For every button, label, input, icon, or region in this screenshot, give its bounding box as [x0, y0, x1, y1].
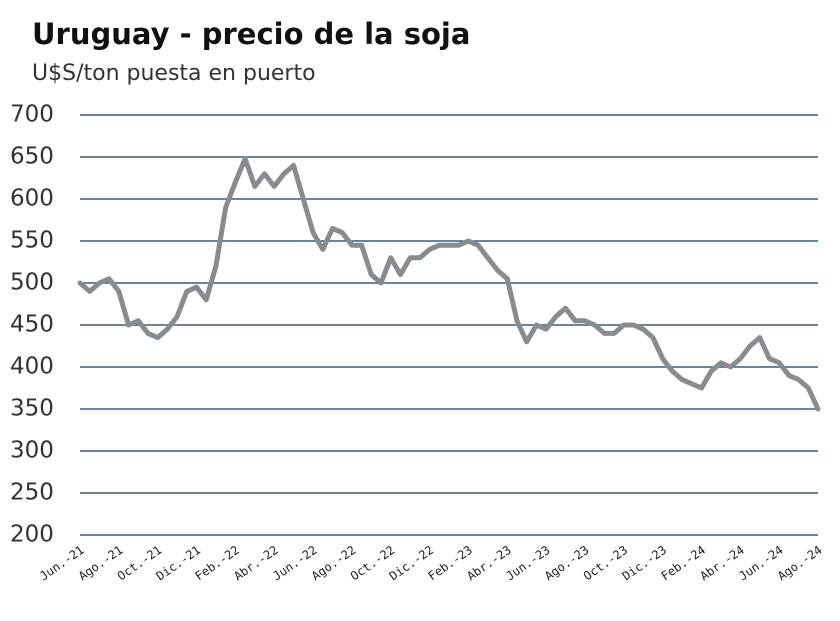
- y-tick-label: 600: [10, 186, 54, 212]
- y-tick-label: 700: [10, 102, 54, 128]
- data-line: [77, 156, 821, 412]
- y-tick-label: 650: [10, 144, 54, 170]
- y-tick-label: 300: [10, 438, 54, 464]
- y-tick-label: 450: [10, 312, 54, 338]
- y-tick-label: 550: [10, 228, 54, 254]
- x-tick-label: Ago.-24: [775, 543, 824, 583]
- y-tick-label: 400: [10, 354, 54, 380]
- chart-subtitle: U$S/ton puesta en puerto: [32, 61, 316, 86]
- y-tick-label: 500: [10, 270, 54, 296]
- y-tick-label: 250: [10, 480, 54, 506]
- y-tick-label: 200: [10, 522, 54, 548]
- y-tick-label: 350: [10, 396, 54, 422]
- chart-title: Uruguay - precio de la soja: [32, 17, 470, 51]
